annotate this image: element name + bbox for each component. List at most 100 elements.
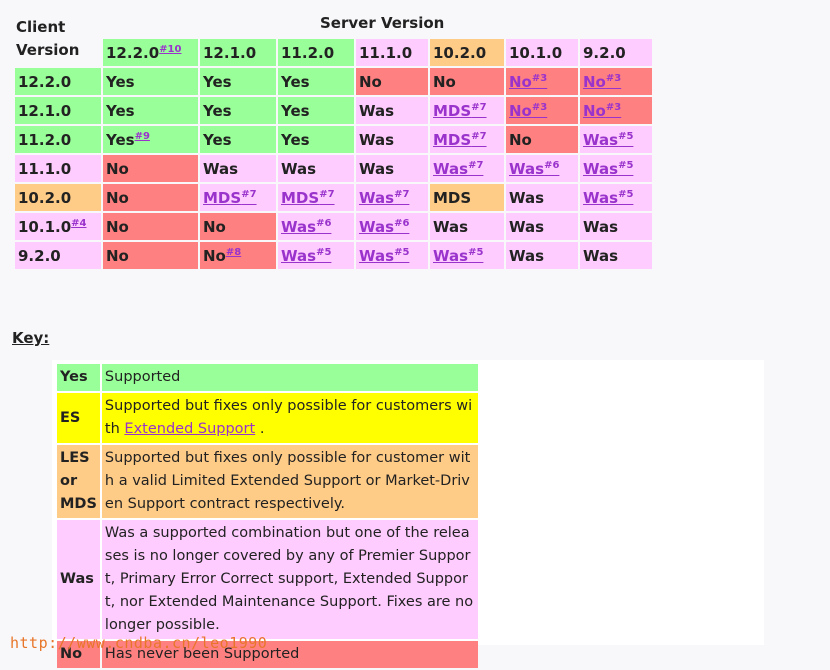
footnote-number[interactable]: #5	[316, 246, 332, 258]
footnote-ref[interactable]: #6	[316, 218, 331, 229]
footnote-ref[interactable]: #7	[394, 189, 409, 200]
footnote-number[interactable]: #7	[394, 188, 410, 200]
footnote-number[interactable]: #6	[394, 217, 410, 229]
footnote-ref[interactable]: #5	[618, 131, 633, 142]
cell-link[interactable]: MDS#7	[281, 189, 335, 207]
footnote-ref[interactable]: #4	[71, 218, 86, 229]
cell-link[interactable]: No#3	[583, 102, 621, 120]
cell-status-text[interactable]: Was	[359, 246, 395, 265]
cell-link[interactable]: Was#7	[359, 189, 409, 207]
matrix-cell-was[interactable]: MDS#7	[278, 184, 354, 211]
footnote-ref[interactable]: #3	[606, 73, 621, 84]
matrix-cell-was[interactable]: Was#5	[580, 155, 652, 182]
matrix-cell-no[interactable]: No#3	[580, 97, 652, 124]
matrix-cell-was[interactable]: Was#6	[356, 213, 428, 240]
footnote-number[interactable]: #5	[468, 246, 484, 258]
cell-status-text[interactable]: Was	[359, 217, 395, 236]
footnote-number[interactable]: #3	[531, 72, 548, 84]
footnote-ref[interactable]: #6	[394, 218, 409, 229]
footnote-ref[interactable]: #3	[532, 102, 547, 113]
footnote-ref[interactable]: #7	[471, 131, 486, 142]
matrix-cell-no[interactable]: No#3	[506, 97, 578, 124]
matrix-cell-no[interactable]: No#3	[580, 68, 652, 95]
matrix-cell-was[interactable]: MDS#7	[430, 97, 504, 124]
cell-status-text[interactable]: Was	[583, 159, 619, 178]
cell-link[interactable]: Was#5	[583, 189, 633, 207]
matrix-cell-was[interactable]: MDS#7	[200, 184, 276, 211]
footnote-ref[interactable]: #6	[544, 160, 559, 171]
cell-link[interactable]: No#3	[583, 73, 621, 91]
cell-link[interactable]: MDS#7	[433, 102, 487, 120]
footnote-link[interactable]: #10	[159, 43, 182, 55]
footnote-ref[interactable]: #8	[226, 247, 241, 258]
cell-status-text[interactable]: MDS	[433, 130, 472, 149]
cell-status-text[interactable]: Was	[281, 217, 317, 236]
cell-link[interactable]: Was#5	[433, 247, 483, 265]
cell-link[interactable]: Was#5	[583, 131, 633, 149]
matrix-cell-was[interactable]: Was#5	[356, 242, 428, 269]
cell-status-text[interactable]: Was	[583, 130, 619, 149]
matrix-cell-no[interactable]: No#3	[506, 68, 578, 95]
cell-link[interactable]: No#3	[509, 73, 547, 91]
cell-status-text[interactable]: MDS	[433, 101, 472, 120]
footnote-ref[interactable]: #3	[532, 73, 547, 84]
footnote-ref[interactable]: #7	[468, 160, 483, 171]
cell-status-text[interactable]: MDS	[203, 188, 242, 207]
footnote-ref[interactable]: #3	[606, 102, 621, 113]
footnote-ref[interactable]: #5	[468, 247, 483, 258]
matrix-cell-was[interactable]: Was#5	[580, 126, 652, 153]
cell-link[interactable]: No#3	[509, 102, 547, 120]
cell-link[interactable]: Was#5	[359, 247, 409, 265]
footnote-number[interactable]: #3	[605, 72, 622, 84]
cell-link[interactable]: Was#6	[281, 218, 331, 236]
cell-status-text[interactable]: No	[509, 72, 532, 91]
footnote-ref[interactable]: #5	[316, 247, 331, 258]
cell-link[interactable]: Was#5	[583, 160, 633, 178]
footnote-number[interactable]: #7	[471, 101, 487, 113]
footnote-ref[interactable]: #5	[618, 160, 633, 171]
cell-link[interactable]: Was#6	[509, 160, 559, 178]
footnote-number[interactable]: #5	[394, 246, 410, 258]
footnote-ref[interactable]: #5	[394, 247, 409, 258]
footnote-link[interactable]: #9	[134, 130, 150, 142]
footnote-number[interactable]: #5	[618, 159, 634, 171]
matrix-cell-was[interactable]: Was#5	[580, 184, 652, 211]
cell-status-text[interactable]: Was	[509, 159, 545, 178]
footnote-ref[interactable]: #7	[241, 189, 256, 200]
footnote-ref[interactable]: #10	[159, 44, 181, 55]
footnote-number[interactable]: #3	[531, 101, 548, 113]
cell-status-text[interactable]: No	[583, 72, 606, 91]
cell-link[interactable]: MDS#7	[203, 189, 257, 207]
cell-link[interactable]: MDS#7	[433, 131, 487, 149]
extended-support-link[interactable]: Extended Support	[124, 421, 256, 437]
footnote-number[interactable]: #5	[618, 188, 634, 200]
footnote-ref[interactable]: #9	[135, 131, 150, 142]
footnote-number[interactable]: #7	[468, 159, 484, 171]
matrix-cell-was[interactable]: Was#7	[356, 184, 428, 211]
cell-status-text[interactable]: MDS	[281, 188, 320, 207]
footnote-number[interactable]: #6	[316, 217, 332, 229]
cell-status-text[interactable]: No	[583, 101, 606, 120]
footnote-ref[interactable]: #5	[618, 189, 633, 200]
footnote-ref[interactable]: #7	[471, 102, 486, 113]
cell-status-text[interactable]: Was	[583, 188, 619, 207]
footnote-number[interactable]: #3	[605, 101, 622, 113]
cell-link[interactable]: Was#7	[433, 160, 483, 178]
cell-link[interactable]: Was#5	[281, 247, 331, 265]
cell-status-text[interactable]: Was	[281, 246, 317, 265]
footnote-link[interactable]: #8	[225, 246, 242, 258]
footnote-link[interactable]: #4	[71, 217, 87, 229]
cell-status-text[interactable]: No	[509, 101, 532, 120]
matrix-cell-was[interactable]: Was#6	[278, 213, 354, 240]
footnote-number[interactable]: #7	[319, 188, 335, 200]
matrix-cell-was[interactable]: Was#5	[278, 242, 354, 269]
cell-status-text[interactable]: Was	[359, 188, 395, 207]
footnote-number[interactable]: #6	[544, 159, 560, 171]
cell-status-text[interactable]: Was	[433, 159, 469, 178]
matrix-cell-was[interactable]: Was#5	[430, 242, 504, 269]
matrix-cell-was[interactable]: Was#7	[430, 155, 504, 182]
footnote-number[interactable]: #7	[241, 188, 257, 200]
footnote-number[interactable]: #5	[618, 130, 634, 142]
matrix-cell-was[interactable]: MDS#7	[430, 126, 504, 153]
footnote-ref[interactable]: #7	[319, 189, 334, 200]
